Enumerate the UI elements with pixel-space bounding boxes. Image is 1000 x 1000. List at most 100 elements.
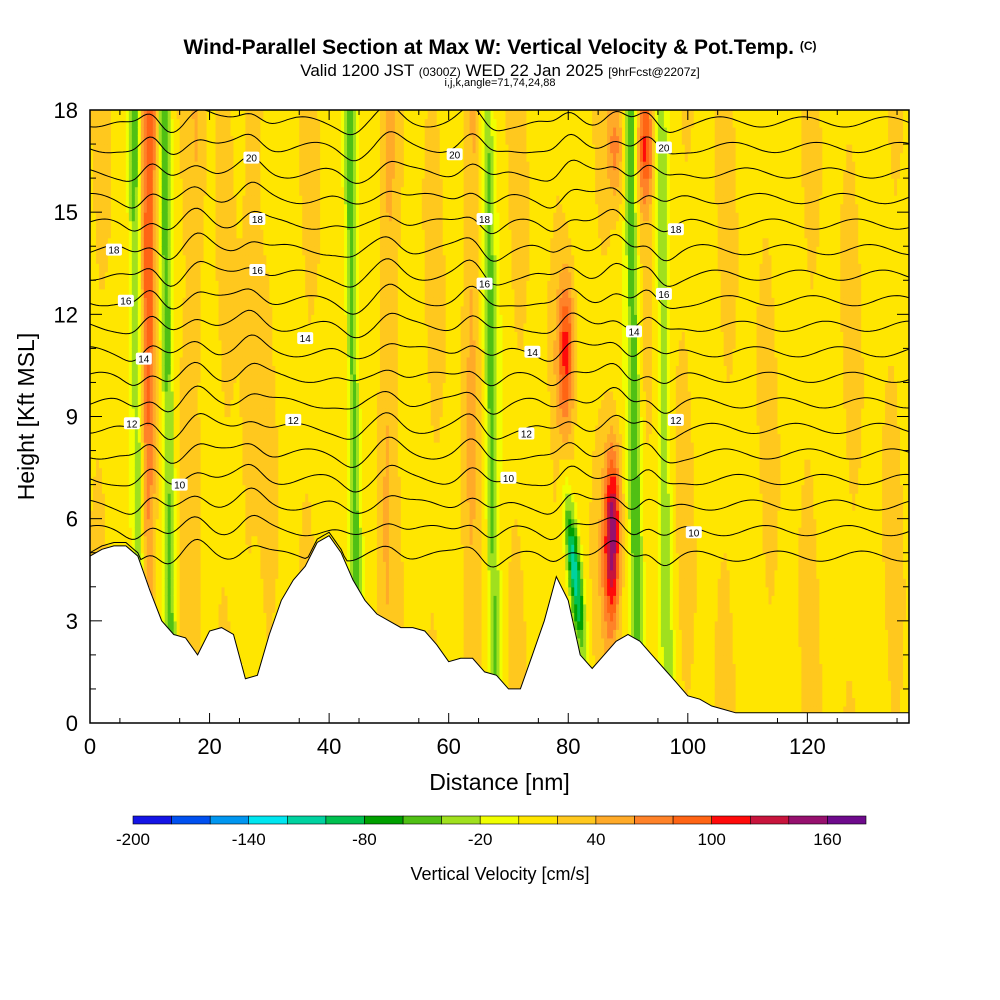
field-cell: [95, 203, 100, 213]
field-cell: [167, 569, 172, 579]
field-cell: [179, 254, 184, 264]
field-cell: [90, 263, 94, 273]
field-cell: [98, 484, 103, 494]
field-cell: [134, 280, 139, 290]
field-cell: [185, 527, 190, 537]
field-cell: [98, 450, 103, 460]
field-cell: [146, 288, 151, 298]
field-cell: [134, 152, 139, 162]
field-cell: [182, 527, 187, 537]
field-cell: [110, 425, 115, 435]
field-cell: [140, 110, 145, 120]
field-cell: [176, 263, 181, 273]
field-cell: [161, 263, 166, 273]
field-cell: [194, 493, 199, 503]
field-cell: [104, 467, 109, 477]
field-cell: [92, 484, 97, 494]
field-cell: [161, 373, 166, 384]
field-cell: [134, 297, 139, 307]
field-cell: [155, 110, 160, 120]
field-cell: [176, 382, 181, 392]
field-cell: [158, 280, 163, 290]
field-cell: [131, 127, 136, 137]
field-cell: [146, 212, 151, 222]
field-cell: [122, 322, 127, 332]
field-cell: [90, 220, 94, 230]
field-cell: [191, 288, 196, 298]
field-cell: [101, 305, 106, 315]
field-cell: [188, 578, 193, 588]
field-cell: [140, 510, 145, 520]
field-cell: [170, 595, 175, 605]
field-cell: [95, 297, 100, 307]
field-cell: [110, 237, 115, 247]
field-cell: [155, 382, 160, 392]
field-cell: [98, 220, 103, 230]
field-cell: [116, 425, 121, 435]
field-cell: [170, 518, 175, 528]
field-cell: [146, 510, 151, 520]
field-cell: [122, 527, 127, 537]
field-cell: [185, 135, 190, 145]
field-cell: [182, 127, 187, 137]
field-cell: [185, 254, 190, 264]
field-cell: [90, 433, 94, 443]
field-cell: [152, 127, 157, 137]
field-cell: [140, 501, 145, 511]
field-cell: [158, 425, 163, 435]
field-cell: [185, 467, 190, 477]
field-cell: [143, 390, 148, 401]
field-cell: [110, 220, 115, 230]
field-cell: [173, 552, 178, 562]
field-cell: [152, 195, 157, 205]
field-cell: [140, 561, 145, 571]
field-cell: [143, 254, 148, 264]
field-cell: [122, 186, 127, 196]
field-cell: [104, 118, 109, 128]
field-cell: [161, 280, 166, 290]
field-cell: [125, 339, 130, 349]
field-cell: [152, 254, 157, 264]
field-cell: [188, 254, 193, 264]
field-cell: [158, 578, 163, 588]
field-cell: [116, 510, 121, 520]
field-cell: [155, 442, 160, 452]
field-cell: [146, 501, 151, 511]
field-cell: [179, 603, 184, 613]
field-cell: [158, 459, 163, 469]
field-cell: [125, 161, 130, 171]
field-cell: [107, 484, 112, 494]
field-cell: [119, 263, 124, 273]
field-cell: [179, 229, 184, 239]
field-cell: [173, 382, 178, 392]
field-cell: [188, 127, 193, 137]
field-cell: [149, 152, 154, 162]
field-cell: [194, 518, 199, 528]
field-cell: [125, 331, 130, 341]
field-cell: [158, 110, 163, 120]
field-cell: [90, 314, 94, 324]
field-cell: [128, 127, 133, 137]
field-cell: [98, 314, 103, 324]
field-cell: [137, 322, 142, 332]
field-cell: [152, 476, 157, 486]
field-cell: [113, 348, 118, 358]
field-cell: [101, 373, 106, 384]
field-cell: [143, 510, 148, 520]
field-cell: [90, 382, 94, 392]
field-cell: [170, 356, 175, 367]
field-cell: [161, 161, 166, 171]
field-cell: [146, 390, 151, 401]
field-cell: [176, 280, 181, 290]
field-cell: [176, 178, 181, 188]
field-cell: [95, 220, 100, 230]
field-cell: [128, 254, 133, 264]
field-cell: [143, 561, 148, 571]
field-cell: [155, 390, 160, 401]
field-cell: [149, 305, 154, 315]
field-cell: [164, 339, 169, 349]
field-cell: [173, 305, 178, 315]
field-cell: [95, 212, 100, 222]
field-cell: [113, 152, 118, 162]
